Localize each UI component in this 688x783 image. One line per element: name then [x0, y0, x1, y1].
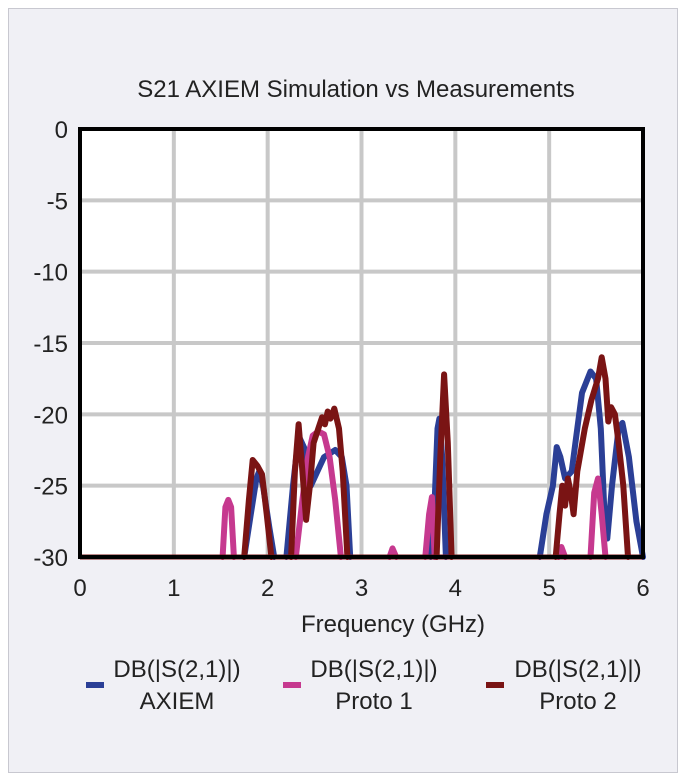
x-tick-label-2: 2	[261, 575, 274, 602]
x-axis-label: Frequency (GHz)	[301, 611, 485, 638]
series-1-segment-3	[422, 494, 438, 560]
series-1-segment-4	[555, 544, 569, 560]
y-tick-label-5: -25	[33, 474, 68, 501]
chart-title: S21 AXIEM Simulation vs Measurements	[137, 76, 575, 103]
legend-swatch-1	[283, 682, 301, 688]
x-tick-label-3: 3	[355, 575, 368, 602]
y-tick-labels: 0 -5 -10 -15 -20 -25 -30	[33, 117, 68, 572]
legend-swatch-2	[486, 682, 504, 688]
x-tick-labels: 0 1 2 3 4 5 6	[73, 575, 649, 602]
legend-label-0-line1: DB(|S(2,1)|)	[113, 656, 240, 683]
y-tick-label-6: -30	[33, 545, 68, 572]
legend-item-0: DB(|S(2,1)|) AXIEM	[86, 656, 241, 715]
legend-label-1-line1: DB(|S(2,1)|)	[310, 656, 437, 683]
x-tick-label-4: 4	[449, 575, 462, 602]
x-tick-label-5: 5	[542, 575, 555, 602]
y-tick-label-3: -15	[33, 331, 68, 358]
x-tick-label-6: 6	[636, 575, 649, 602]
series-2-segment-3	[552, 354, 631, 560]
series-1-segment-5	[587, 475, 609, 560]
legend-label-2-line2: Proto 2	[539, 688, 616, 715]
y-tick-label-2: -10	[33, 260, 68, 287]
plot-border	[78, 127, 645, 559]
y-tick-label-1: -5	[47, 188, 68, 215]
legend-item-2: DB(|S(2,1)|) Proto 2	[486, 656, 642, 715]
series-1-segment-2	[386, 545, 400, 560]
y-tick-label-4: -20	[33, 402, 68, 429]
legend-swatch-0	[86, 682, 104, 688]
x-tick-label-1: 1	[167, 575, 180, 602]
series-2-segment-1	[288, 405, 351, 560]
legend-item-1: DB(|S(2,1)|) Proto 1	[283, 656, 438, 715]
series-2-segment-0	[241, 457, 275, 560]
series-2-segment-2	[433, 371, 455, 560]
series-1-segment-0	[219, 496, 237, 560]
legend-label-0-line2: AXIEM	[140, 688, 215, 715]
x-tick-label-0: 0	[73, 575, 86, 602]
series-0-segment-3	[536, 368, 646, 560]
y-tick-label-0: 0	[55, 117, 68, 144]
legend-label-2-line1: DB(|S(2,1)|)	[514, 656, 641, 683]
legend-label-1-line2: Proto 1	[335, 688, 412, 715]
